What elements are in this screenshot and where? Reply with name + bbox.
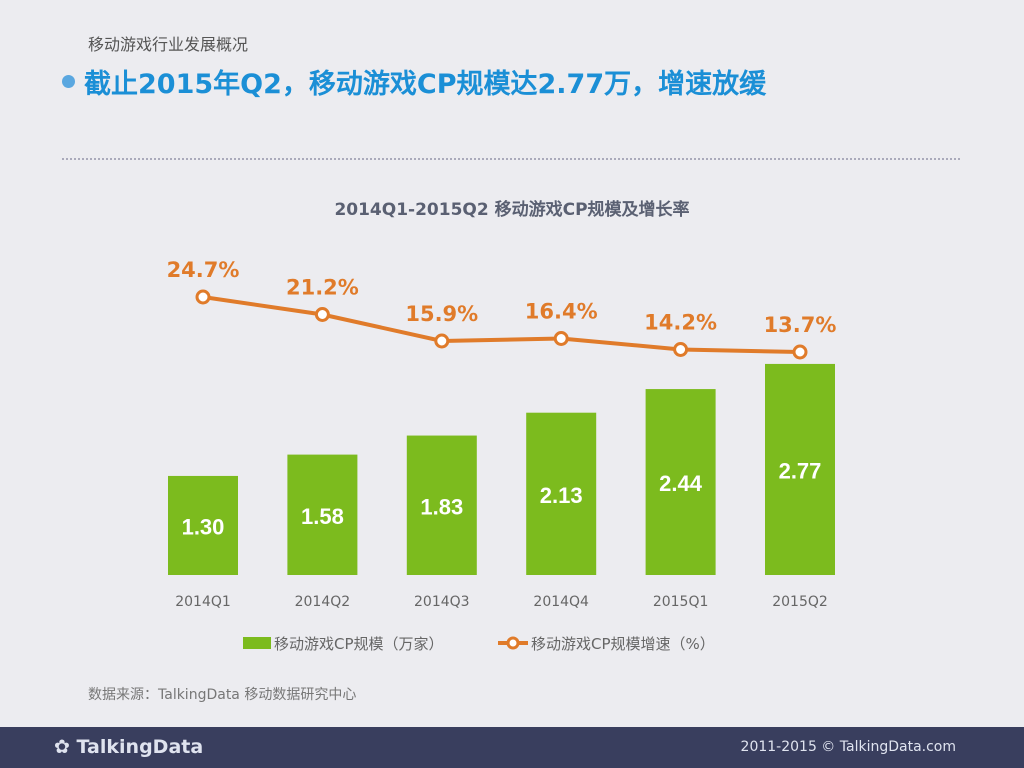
growth-line	[202, 295, 801, 354]
line-point	[673, 342, 689, 357]
x-tick-label: 2014Q2	[295, 594, 351, 610]
line-label: 14.2%	[644, 311, 717, 335]
bar	[406, 435, 477, 575]
bar	[526, 412, 597, 575]
chart-title: 2014Q1-2015Q2 移动游戏CP规模及增长率	[334, 200, 690, 220]
line-point	[792, 344, 808, 360]
line-point	[314, 307, 330, 322]
section-subtitle: 移动游戏行业发展概况	[88, 35, 249, 54]
bar-label: 1.83	[420, 494, 463, 519]
talkingdata-logo: ✿ TalkingData	[54, 736, 204, 758]
page-title: 截止2015年Q2，移动游戏CP规模达2.77万，增速放缓	[84, 69, 767, 100]
bullet-icon	[62, 75, 75, 88]
x-tick-label: 2014Q4	[533, 594, 589, 610]
chart: 1.30 2014Q1 1.58 2014Q2 1.83 2014Q3 2.13 2014Q4…	[167, 258, 837, 653]
legend-bar-label: 移动游戏CP规模（万家）	[274, 635, 444, 653]
footer: ✿ TalkingData 2011-2015 © TalkingData.co…	[0, 727, 1024, 768]
line-label: 16.4%	[525, 300, 598, 324]
bar-label: 2.44	[659, 471, 703, 496]
bar	[168, 475, 238, 575]
bar-label: 2.13	[540, 483, 583, 508]
copyright: 2011-2015 © TalkingData.com	[740, 739, 956, 755]
line-label: 13.7%	[764, 313, 837, 337]
x-tick-label: 2015Q1	[653, 594, 709, 610]
bar	[645, 389, 716, 575]
line-point	[434, 333, 450, 349]
line-point	[195, 289, 211, 305]
data-source: 数据来源：TalkingData 移动数据研究中心	[88, 687, 357, 703]
line-label: 21.2%	[286, 276, 359, 300]
bar-label: 1.58	[301, 504, 344, 529]
line-label: 24.7%	[167, 258, 240, 282]
bar-label: 2.77	[779, 458, 822, 483]
legend-line-label: 移动游戏CP规模增速（%）	[531, 635, 715, 653]
line-point	[553, 331, 569, 346]
legend-line-marker	[506, 636, 520, 650]
x-tick-label: 2015Q2	[772, 594, 828, 610]
divider	[62, 158, 960, 160]
bar	[287, 454, 358, 575]
x-tick-label: 2014Q1	[175, 594, 231, 610]
line-label: 15.9%	[405, 302, 478, 326]
logo-text: TalkingData	[76, 736, 204, 758]
x-tick-label: 2014Q3	[414, 594, 470, 610]
bar-label: 1.30	[182, 514, 225, 539]
legend-bar-swatch	[243, 637, 271, 649]
bar	[765, 363, 835, 575]
